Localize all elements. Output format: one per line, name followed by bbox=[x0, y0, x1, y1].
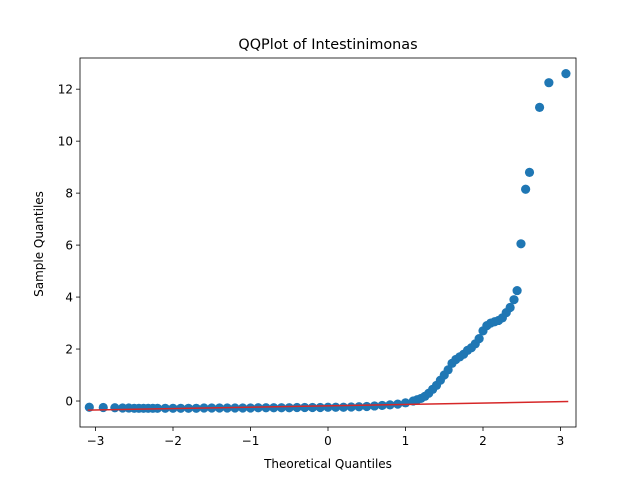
x-tick-label: −1 bbox=[242, 434, 260, 448]
y-axis-label: Sample Quantiles bbox=[32, 191, 46, 297]
y-tick-label: 4 bbox=[65, 290, 73, 304]
data-point bbox=[245, 403, 256, 413]
data-point bbox=[400, 398, 411, 408]
data-point bbox=[505, 302, 515, 313]
x-tick-label: −2 bbox=[164, 434, 182, 448]
data-point bbox=[354, 402, 364, 412]
y-tick-label: 2 bbox=[65, 342, 73, 356]
data-point bbox=[323, 402, 333, 412]
data-point bbox=[362, 401, 372, 412]
data-point bbox=[512, 285, 522, 296]
x-tick-label: 1 bbox=[402, 434, 410, 448]
chart-title: QQPlot of Intestinimonas bbox=[238, 37, 417, 53]
y-tick-label: 6 bbox=[65, 238, 73, 252]
y-tick-label: 10 bbox=[58, 134, 73, 148]
data-point bbox=[521, 184, 531, 194]
data-point bbox=[269, 403, 279, 413]
data-point bbox=[516, 239, 526, 249]
x-tick-label: 2 bbox=[479, 434, 487, 448]
data-point bbox=[292, 402, 302, 413]
x-axis-label: Theoretical Quantiles bbox=[263, 457, 392, 471]
y-tick-label: 12 bbox=[58, 82, 73, 96]
data-point bbox=[98, 402, 108, 413]
data-point bbox=[474, 334, 484, 344]
data-point bbox=[284, 403, 294, 413]
data-point bbox=[300, 402, 310, 413]
data-point bbox=[534, 102, 545, 112]
data-point bbox=[307, 402, 318, 413]
data-point bbox=[524, 167, 535, 177]
data-point bbox=[561, 68, 571, 79]
data-point bbox=[544, 78, 554, 88]
y-tick-label: 0 bbox=[65, 394, 73, 408]
data-point bbox=[276, 403, 287, 413]
reference-line bbox=[87, 400, 569, 411]
x-tick-label: 0 bbox=[324, 434, 332, 448]
x-tick-label: 3 bbox=[557, 434, 565, 448]
data-point bbox=[261, 403, 271, 413]
data-point bbox=[369, 401, 380, 411]
data-point bbox=[509, 295, 519, 305]
x-tick-label: −3 bbox=[87, 434, 105, 448]
y-tick-label: 8 bbox=[65, 186, 73, 200]
